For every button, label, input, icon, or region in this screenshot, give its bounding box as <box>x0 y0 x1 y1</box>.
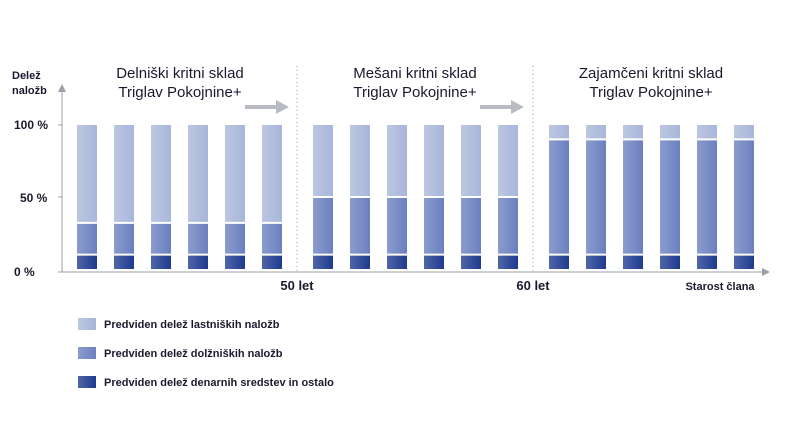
bar-segment-debt <box>77 222 97 255</box>
bar-segment-cash <box>623 254 643 269</box>
bar-segment-cash <box>225 254 245 269</box>
bar-segment-cash <box>77 254 97 269</box>
fund-1-title-line-1: Delniški kritni sklad <box>116 65 244 82</box>
legend-swatch-debt <box>78 347 96 359</box>
bar-segment-debt <box>549 139 569 255</box>
bar-segment-equity <box>424 125 444 197</box>
bar-fund-1-2 <box>114 125 134 269</box>
age-marker-50: 50 let <box>280 278 314 293</box>
y-axis-arrowhead <box>58 84 66 92</box>
fund-1-title-line-2: Triglav Pokojnine+ <box>118 84 241 101</box>
bar-segment-equity <box>734 125 754 140</box>
bar-segment-equity <box>188 125 208 223</box>
bar-fund-1-1 <box>77 125 97 269</box>
bar-segment-equity <box>225 125 245 223</box>
bar-segment-cash <box>188 254 208 269</box>
bar-segment-equity <box>549 125 569 140</box>
bar-segment-equity <box>387 125 407 197</box>
y-tick-label-50: 50 % <box>20 191 48 205</box>
bar-segment-debt <box>387 197 407 255</box>
bar-segment-equity <box>151 125 171 223</box>
bar-segment-cash <box>350 254 370 269</box>
bar-segment-equity <box>660 125 680 140</box>
legend-label-equity: Predviden delež lastniških naložb <box>104 319 280 331</box>
bar-fund-1-4 <box>188 125 208 269</box>
bar-segment-equity <box>498 125 518 197</box>
bar-segment-cash <box>549 254 569 269</box>
bar-segment-debt <box>697 139 717 255</box>
bar-segment-debt <box>498 197 518 255</box>
bar-fund-2-1 <box>313 125 333 269</box>
bar-fund-2-3 <box>387 125 407 269</box>
bar-segment-equity <box>623 125 643 140</box>
bar-segment-cash <box>734 254 754 269</box>
bar-segment-cash <box>262 254 282 269</box>
transition-arrow-2 <box>480 100 524 114</box>
bar-segment-debt <box>734 139 754 255</box>
bar-segment-cash <box>697 254 717 269</box>
bar-fund-2-4 <box>424 125 444 269</box>
fund-2-title-line-2: Triglav Pokojnine+ <box>353 84 476 101</box>
bar-segment-debt <box>623 139 643 255</box>
bar-segment-equity <box>350 125 370 197</box>
fund-3-title-line-1: Zajamčeni kritni sklad <box>579 65 723 82</box>
x-axis-arrowhead <box>762 268 770 276</box>
bar-segment-debt <box>461 197 481 255</box>
bar-fund-1-3 <box>151 125 171 269</box>
bar-segment-debt <box>114 222 134 255</box>
age-marker-60: 60 let <box>516 278 550 293</box>
bar-segment-cash <box>660 254 680 269</box>
bar-segment-debt <box>188 222 208 255</box>
legend-label-debt: Predviden delež dolžniških naložb <box>104 348 283 360</box>
bars-group <box>58 124 754 273</box>
bar-segment-debt <box>151 222 171 255</box>
bar-segment-cash <box>151 254 171 269</box>
bar-segment-cash <box>424 254 444 269</box>
y-tick-label-0: 0 % <box>14 265 35 279</box>
bar-segment-debt <box>350 197 370 255</box>
bar-segment-cash <box>387 254 407 269</box>
legend-swatch-cash <box>78 376 96 388</box>
bar-segment-equity <box>77 125 97 223</box>
bar-segment-cash <box>313 254 333 269</box>
legend-swatch-equity <box>78 318 96 330</box>
bar-segment-debt <box>262 222 282 255</box>
bar-segment-debt <box>225 222 245 255</box>
bar-fund-3-1 <box>549 125 569 269</box>
legend-label-cash: Predviden delež denarnih sredstev in ost… <box>104 377 334 389</box>
bar-segment-equity <box>313 125 333 197</box>
y-axis-label-line-1: Delež <box>12 70 41 82</box>
transition-arrow-1 <box>245 100 289 114</box>
bar-segment-equity <box>586 125 606 140</box>
bar-segment-cash <box>498 254 518 269</box>
bar-fund-3-2 <box>586 125 606 269</box>
bar-fund-3-6 <box>734 125 754 269</box>
bar-segment-equity <box>114 125 134 223</box>
bar-fund-3-5 <box>697 125 717 269</box>
fund-2-title-line-1: Mešani kritni sklad <box>353 65 476 82</box>
bar-fund-3-4 <box>660 125 680 269</box>
bar-fund-2-2 <box>350 125 370 269</box>
bar-segment-equity <box>461 125 481 197</box>
bar-fund-3-3 <box>623 125 643 269</box>
bar-segment-debt <box>424 197 444 255</box>
bar-segment-debt <box>313 197 333 255</box>
x-axis-label: Starost člana <box>685 281 755 293</box>
bar-segment-cash <box>114 254 134 269</box>
bar-fund-2-6 <box>498 125 518 269</box>
bar-segment-debt <box>586 139 606 255</box>
bar-segment-equity <box>697 125 717 140</box>
bar-fund-2-5 <box>461 125 481 269</box>
bar-segment-equity <box>262 125 282 223</box>
bar-fund-1-5 <box>225 125 245 269</box>
y-tick-label-100: 100 % <box>14 118 48 132</box>
fund-3-title-line-2: Triglav Pokojnine+ <box>589 84 712 101</box>
bar-segment-debt <box>660 139 680 255</box>
bar-fund-1-6 <box>262 125 282 269</box>
bar-segment-cash <box>586 254 606 269</box>
bar-segment-cash <box>461 254 481 269</box>
y-axis-label-line-2: naložb <box>12 85 47 97</box>
